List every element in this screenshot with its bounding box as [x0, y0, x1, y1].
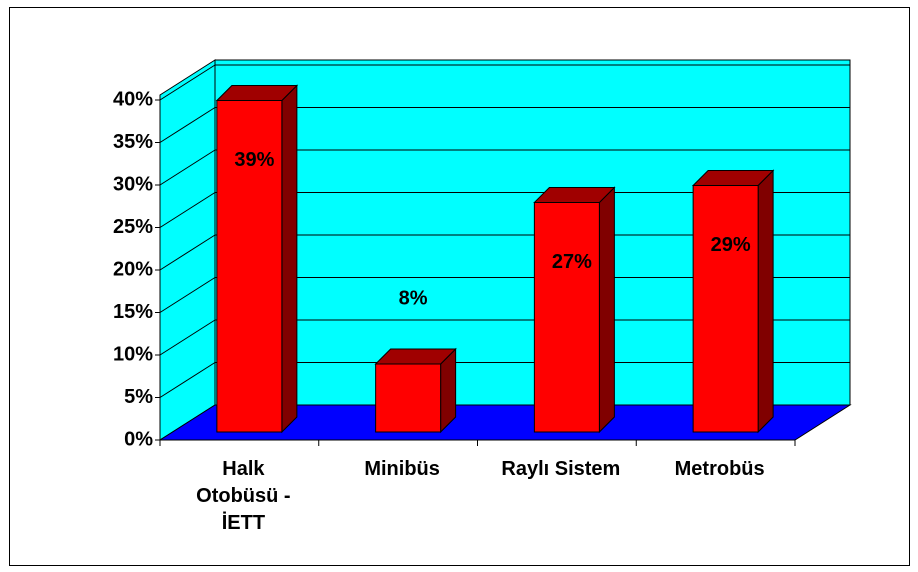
x-tick-label: Metrobüs [674, 458, 765, 480]
grid-line [159, 64, 216, 101]
y-tick-label: 10% [113, 343, 153, 365]
grid-line [159, 234, 216, 271]
bar [533, 202, 600, 433]
y-tick-label: 20% [113, 258, 153, 280]
side-wall [159, 59, 216, 441]
grid-line [159, 277, 216, 313]
y-tick-label: 0% [124, 428, 153, 450]
frame [9, 7, 910, 566]
data-label: 39% [234, 149, 274, 171]
y-tick-label: 5% [124, 386, 153, 408]
y-tick-label: 25% [113, 216, 153, 238]
grid-line [159, 192, 216, 228]
bar [692, 185, 759, 433]
bar-side [598, 186, 615, 434]
bar-side [281, 84, 298, 434]
grid-line [159, 362, 216, 398]
y-tick-label: 40% [113, 88, 153, 110]
grid-line [159, 107, 216, 143]
x-tick-label: Halk Otobüsü - İETT [196, 458, 291, 534]
bar [216, 100, 283, 433]
x-tick-label: Minibüs [364, 458, 440, 480]
bar-side [757, 169, 774, 434]
y-tick-label: 30% [113, 173, 153, 195]
grid-line [159, 319, 216, 356]
x-tick-label: Raylı Sistem [501, 458, 621, 480]
data-label: 27% [552, 251, 592, 273]
data-label: 29% [711, 234, 751, 256]
y-tick-label: 15% [113, 301, 153, 323]
y-tick-label: 35% [113, 131, 153, 153]
grid-line [159, 149, 216, 186]
data-label: 8% [399, 287, 428, 309]
bar [375, 363, 442, 433]
